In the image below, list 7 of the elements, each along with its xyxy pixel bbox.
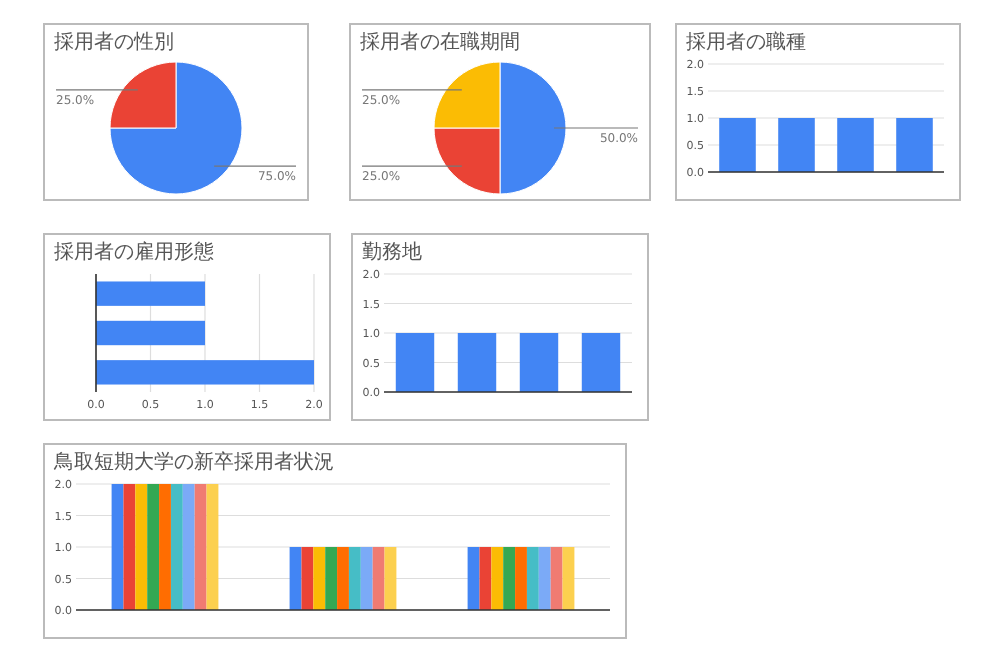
pie-slice <box>109 61 243 195</box>
chart-title: 採用者の在職期間 <box>360 30 520 54</box>
chart-title: 採用者の職種 <box>686 30 806 54</box>
chart-title: 採用者の雇用形態 <box>54 240 214 264</box>
chart-title: 採用者の性別 <box>54 30 174 54</box>
chart-title: 鳥取短期大学の新卒採用者状況 <box>52 450 334 474</box>
chart-title: 勤務地 <box>362 240 422 264</box>
